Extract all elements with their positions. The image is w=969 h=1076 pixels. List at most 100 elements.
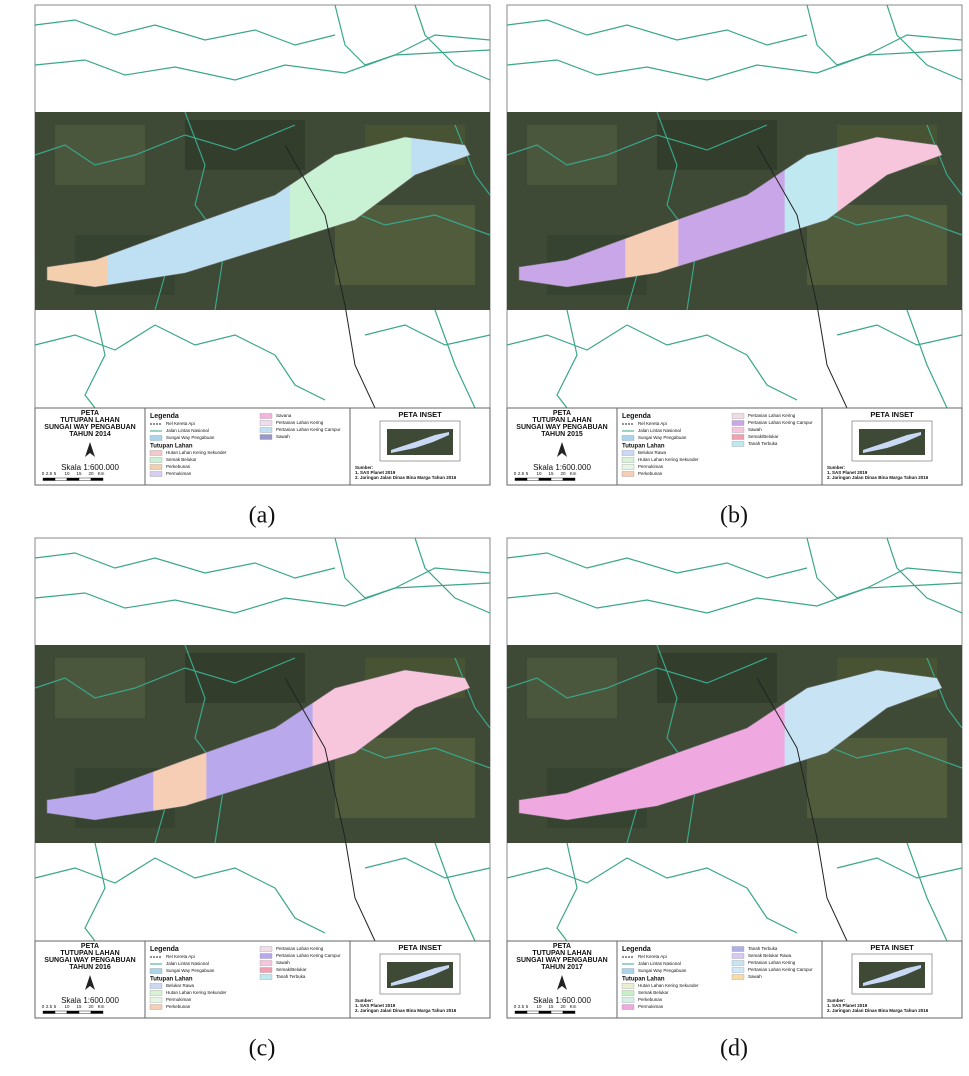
scale-tick: 2.5 — [46, 471, 53, 476]
map-title: PETA — [553, 943, 571, 950]
map-title: TAHUN 2017 — [541, 964, 583, 971]
legend-item: Sungai Way Pengabuan — [166, 968, 215, 973]
landcover-swatch — [622, 1005, 634, 1010]
source-item: 2. Jaringan Jalan Dinas Bina Marga Tahun… — [827, 1008, 929, 1013]
scale-tick: 15 — [76, 471, 82, 476]
map-title: SUNGAI WAY PENGABUAN — [44, 424, 135, 431]
scale-tick: 2.5 — [518, 1004, 525, 1009]
inset-title: PETA INSET — [870, 943, 914, 952]
landcover-title: Tutupan Lahan — [150, 977, 193, 983]
legend-item: Sungai Way Pengabuan — [166, 435, 215, 440]
landcover-item: Belukar Rawa — [166, 983, 195, 988]
landcover-item: Semak Belukar Rawa — [748, 953, 792, 958]
map-title: TAHUN 2014 — [69, 431, 111, 438]
scale-bar — [43, 478, 55, 481]
landcover-item: Sawah — [276, 434, 290, 439]
landcover-swatch — [732, 968, 744, 973]
scale-bar — [539, 478, 551, 481]
landcover-item: Pertanian Lahan Kering — [276, 946, 324, 951]
map-title: SUNGAI WAY PENGABUAN — [516, 424, 607, 431]
scale-tick: Km — [98, 471, 105, 476]
scale-bar — [527, 478, 539, 481]
source-item: 2. Jaringan Jalan Dinas Bina Marga Tahun… — [827, 475, 929, 480]
landcover-item: Perkebunan — [638, 471, 663, 476]
scale-bar — [527, 1011, 539, 1014]
scale-tick: 10 — [536, 471, 542, 476]
river-symbol — [150, 436, 162, 441]
map-title: PETA — [81, 410, 99, 417]
landcover-item: Savana — [276, 413, 292, 418]
landcover-item: Belukar Rawa — [638, 450, 667, 455]
caption: (d) — [720, 1036, 748, 1062]
map-title: SUNGAI WAY PENGABUAN — [516, 957, 607, 964]
satellite-texture — [527, 658, 617, 718]
landcover-swatch — [260, 954, 272, 959]
scale-tick: 20 — [560, 471, 566, 476]
landcover-swatch — [150, 1005, 162, 1010]
landcover-swatch — [622, 465, 634, 470]
landcover-item: Pertanian Lahan Kering — [748, 413, 796, 418]
satellite-texture — [185, 120, 305, 170]
scale-bar — [539, 1011, 551, 1014]
map-title: PETA — [553, 410, 571, 417]
scale-bar — [55, 1011, 67, 1014]
landcover-item: Pertanian Lahan Kering Campur — [276, 427, 341, 432]
landcover-swatch — [622, 451, 634, 456]
landcover-swatch — [150, 984, 162, 989]
scale-bar — [67, 478, 79, 481]
legend-item: Jalan Lintas Nasional — [638, 428, 681, 433]
scale-bar — [79, 1011, 91, 1014]
legend-item: Sungai Way Pengabuan — [638, 435, 687, 440]
map-title: TUTUPAN LAHAN — [60, 950, 119, 957]
landcover-swatch — [732, 975, 744, 980]
landcover-swatch — [732, 435, 744, 440]
landcover-swatch — [260, 947, 272, 952]
legend-title: Legenda — [150, 413, 179, 420]
scale-tick: 15 — [548, 1004, 554, 1009]
scale-tick: 10 — [64, 1004, 70, 1009]
landcover-swatch — [260, 435, 272, 440]
landcover-item: Hutan Lahan Kering Sekunder — [638, 457, 699, 462]
legend-item: Rel Kereta Api — [166, 421, 195, 426]
landcover-item: Semak Belukar — [166, 457, 197, 462]
landcover-item: Semak/Belukar — [748, 434, 779, 439]
map-title: SUNGAI WAY PENGABUAN — [44, 957, 135, 964]
caption: (a) — [249, 503, 276, 529]
legend-item: Rel Kereta Api — [638, 421, 667, 426]
landcover-item: Pertanian Lahan Kering Campur — [276, 953, 341, 958]
legend-title: Legenda — [150, 946, 179, 953]
scale-tick: 20 — [88, 471, 94, 476]
satellite-texture — [55, 125, 145, 185]
landcover-swatch — [732, 414, 744, 419]
legend-item: Rel Kereta Api — [166, 954, 195, 959]
map-title: PETA — [81, 943, 99, 950]
landcover-title: Tutupan Lahan — [622, 977, 665, 983]
river-symbol — [622, 436, 634, 441]
satellite-texture — [657, 120, 777, 170]
scale-tick: 2.5 — [46, 1004, 53, 1009]
scale-tick: 20 — [560, 1004, 566, 1009]
map-panel: PETATUTUPAN LAHANSUNGAI WAY PENGABUANTAH… — [35, 5, 490, 529]
river-symbol — [150, 969, 162, 974]
landcover-swatch — [260, 414, 272, 419]
landcover-swatch — [260, 968, 272, 973]
landcover-item: Semak Belukar — [638, 990, 669, 995]
landcover-swatch — [622, 472, 634, 477]
landcover-swatch — [732, 421, 744, 426]
landcover-swatch — [150, 991, 162, 996]
landcover-swatch — [622, 984, 634, 989]
scale-bar — [563, 478, 575, 481]
landcover-item: Semak/Belukar — [276, 967, 307, 972]
map-panel: PETATUTUPAN LAHANSUNGAI WAY PENGABUANTAH… — [35, 538, 490, 1062]
scale-bar — [551, 478, 563, 481]
landcover-item: Sawah — [748, 974, 762, 979]
map-title: TUTUPAN LAHAN — [532, 950, 591, 957]
landcover-title: Tutupan Lahan — [622, 444, 665, 450]
landcover-swatch — [732, 954, 744, 959]
landcover-title: Tutupan Lahan — [150, 444, 193, 450]
legend-title: Legenda — [622, 413, 651, 420]
scale-bar — [67, 1011, 79, 1014]
landcover-item: Permukiman — [638, 1004, 664, 1009]
landcover-item: Permukiman — [166, 471, 192, 476]
